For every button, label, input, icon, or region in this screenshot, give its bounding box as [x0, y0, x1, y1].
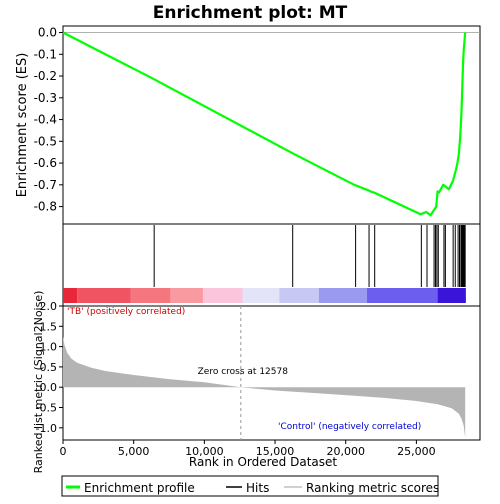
- x-tick-label: 10,000: [185, 445, 224, 458]
- x-tick-label: 5,000: [118, 445, 150, 458]
- es-y-tick-label: -0.2: [34, 69, 57, 83]
- hits-panel: [62, 223, 481, 307]
- x-tick-label: 25,000: [397, 445, 436, 458]
- es-y-tick-label: -0.7: [34, 178, 57, 192]
- metric-y-tick-label: 0.0: [40, 381, 58, 394]
- rank-color-segment: [366, 288, 438, 303]
- x-tick-label: 20,000: [326, 445, 365, 458]
- rank-color-segment: [279, 288, 319, 303]
- metric-y-tick-label: 0.5: [40, 361, 58, 374]
- metric-y-tick-label: 1.0: [40, 341, 58, 354]
- es-panel: 0.0 -0.1 -0.2 -0.3 -0.4 -0.5 -0.6 -0.7 -0.8: [34, 25, 481, 225]
- rank-color-segment: [437, 288, 466, 303]
- rank-color-segment: [318, 288, 367, 303]
- rank-color-segment: [202, 288, 243, 303]
- legend-item-enrichment: Enrichment profile: [84, 481, 195, 495]
- rank-color-segment: [242, 288, 280, 303]
- rank-color-segment: [63, 288, 78, 303]
- x-tick-label: 15,000: [256, 445, 295, 458]
- x-tick-label: 0: [60, 445, 67, 458]
- legend-item-hits: Hits: [246, 481, 269, 495]
- es-plot-frame: [62, 25, 481, 225]
- chart-title: Enrichment plot: MT: [153, 3, 348, 23]
- es-y-tick-label: -0.1: [34, 47, 57, 61]
- negative-correlation-label: 'Control' (negatively correlated): [278, 422, 421, 432]
- zero-cross-label: Zero cross at 12578: [198, 367, 289, 377]
- legend-item-ranking: Ranking metric scores: [306, 481, 439, 495]
- metric-y-tick-label: -1.0: [36, 422, 57, 435]
- es-y-tick-label: -0.5: [34, 134, 57, 148]
- legend: Enrichment profile Hits Ranking metric s…: [61, 475, 439, 497]
- enrichment-profile-line: [62, 31, 467, 217]
- rank-color-segment: [130, 288, 171, 303]
- positive-correlation-label: 'TB' (positively correlated): [67, 307, 185, 317]
- es-y-tick-label: -0.8: [34, 200, 57, 214]
- ranking-metric-area: [63, 336, 466, 438]
- es-y-tick-label: -0.4: [34, 113, 57, 127]
- metric-y-axis-label: Ranked list metric (Signal2Noise): [32, 291, 45, 474]
- es-y-tick-label: 0.0: [38, 26, 57, 40]
- metric-y-tick-label: 1.5: [40, 320, 58, 333]
- rank-color-segment: [77, 288, 131, 303]
- metric-panel: 2.0 1.5 1.0 0.5 0.0 -0.5 -1.00 5,000 10,000 15,00…: [36, 300, 481, 458]
- x-axis-label: Rank in Ordered Dataset: [189, 455, 337, 469]
- metric-y-tick-label: -0.5: [36, 402, 57, 415]
- legend-box: [61, 475, 439, 497]
- rank-color-segment: [170, 288, 203, 303]
- metric-y-tick-label: 2.0: [40, 300, 58, 313]
- es-y-tick-label: -0.6: [34, 156, 57, 170]
- metric-plot-frame: [62, 305, 481, 441]
- es-y-axis-label: Enrichment score (ES): [15, 53, 30, 198]
- es-y-tick-label: -0.3: [34, 91, 57, 105]
